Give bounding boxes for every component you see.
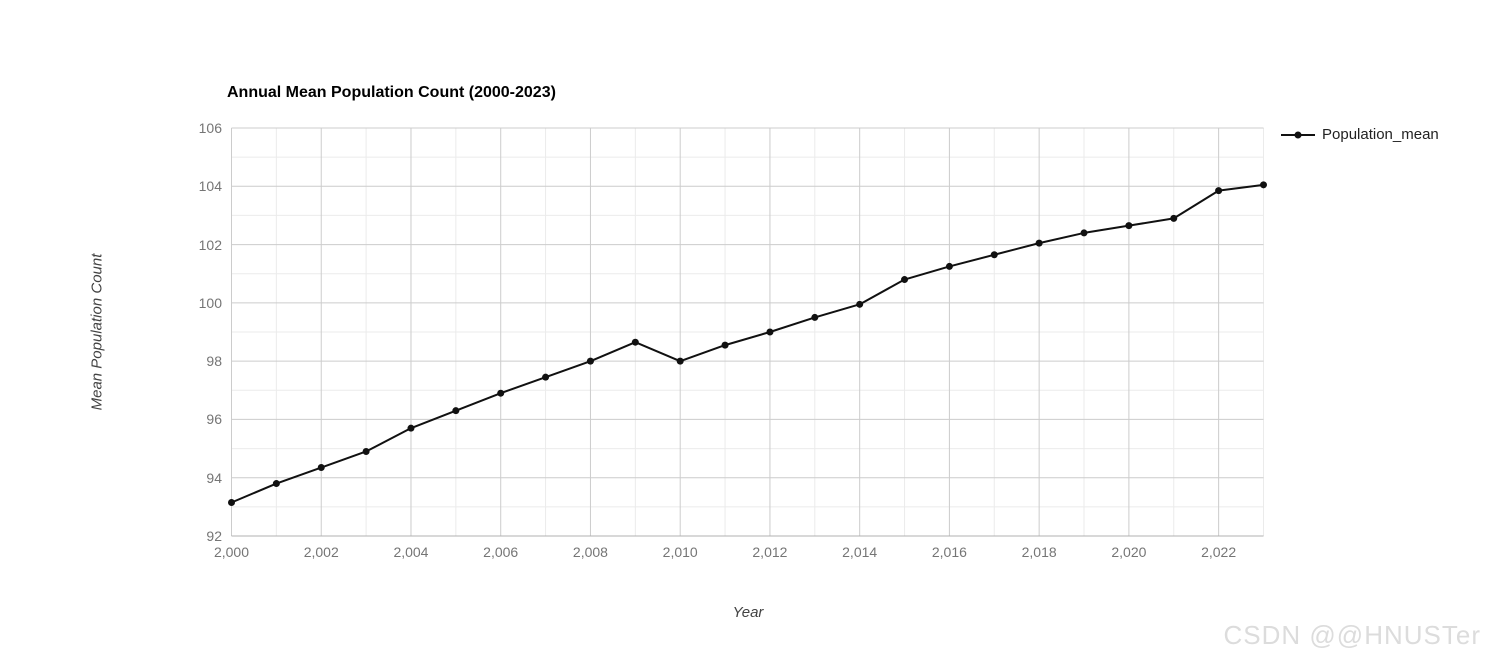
data-point bbox=[407, 424, 415, 432]
x-tick-label: 2,022 bbox=[1201, 544, 1237, 560]
x-tick-label: 2,020 bbox=[1111, 544, 1147, 560]
data-point bbox=[631, 338, 639, 346]
data-point bbox=[452, 407, 460, 415]
data-point bbox=[317, 464, 325, 472]
data-point bbox=[811, 313, 819, 321]
x-axis-title: Year bbox=[732, 604, 764, 621]
data-point bbox=[542, 373, 550, 381]
data-point bbox=[228, 498, 235, 506]
data-point bbox=[362, 447, 370, 455]
data-point bbox=[497, 389, 505, 397]
x-tick-label: 2,010 bbox=[662, 544, 698, 560]
x-tick-label: 2,000 bbox=[213, 544, 250, 560]
y-tick-label: 104 bbox=[198, 178, 222, 195]
y-tick-label: 100 bbox=[198, 294, 222, 311]
data-point bbox=[945, 262, 953, 270]
y-tick-label: 94 bbox=[206, 469, 222, 486]
x-tick-label: 2,002 bbox=[303, 544, 339, 560]
y-tick-label: 98 bbox=[206, 353, 222, 370]
data-point bbox=[272, 480, 280, 488]
x-tick-label: 2,008 bbox=[572, 544, 608, 560]
data-point bbox=[856, 300, 864, 308]
x-tick-label: 2,012 bbox=[752, 544, 788, 560]
data-point bbox=[1125, 222, 1133, 230]
legend-label: Population_mean bbox=[1322, 126, 1439, 143]
data-point bbox=[766, 328, 774, 336]
y-tick-label: 92 bbox=[206, 528, 222, 544]
data-point bbox=[1170, 214, 1178, 222]
watermark: CSDN @@HNUSTer bbox=[1223, 620, 1481, 650]
x-tick-label: 2,018 bbox=[1021, 544, 1057, 560]
data-point bbox=[901, 276, 909, 284]
data-point bbox=[1260, 181, 1267, 189]
legend: Population_mean bbox=[1280, 126, 1439, 143]
data-point bbox=[586, 357, 594, 365]
x-tick-label: 2,014 bbox=[842, 544, 878, 560]
x-tick-label: 2,004 bbox=[393, 544, 429, 560]
chart-title: Annual Mean Population Count (2000-2023) bbox=[227, 84, 556, 101]
y-tick-label: 96 bbox=[206, 411, 222, 428]
data-point bbox=[1080, 229, 1088, 237]
y-axis-title: Mean Population Count bbox=[88, 253, 106, 411]
data-point bbox=[721, 341, 729, 349]
data-point bbox=[1035, 239, 1043, 247]
data-point bbox=[676, 357, 684, 365]
y-tick-label: 102 bbox=[198, 236, 222, 253]
data-point bbox=[1215, 187, 1223, 195]
x-tick-label: 2,016 bbox=[931, 544, 967, 560]
y-tick-label: 106 bbox=[198, 120, 222, 136]
x-tick-label: 2,006 bbox=[483, 544, 519, 560]
legend-line-dot-icon bbox=[1281, 131, 1315, 138]
data-point bbox=[990, 251, 998, 259]
